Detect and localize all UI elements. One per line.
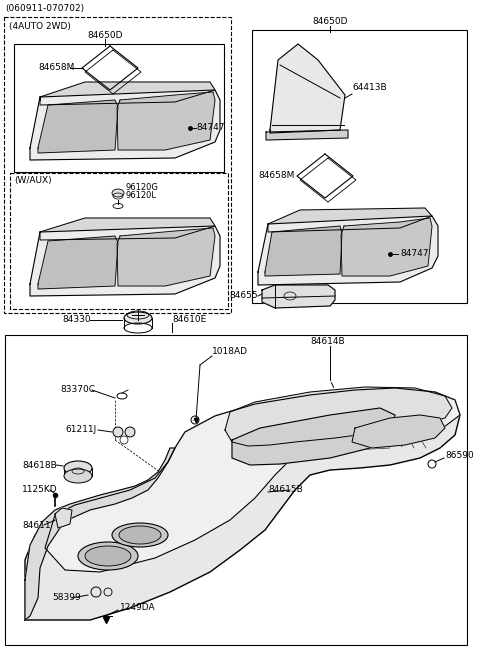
Text: 96120L: 96120L bbox=[125, 192, 156, 201]
Bar bbox=[252, 30, 467, 303]
Ellipse shape bbox=[85, 546, 131, 566]
Polygon shape bbox=[225, 387, 452, 446]
Text: 84614B: 84614B bbox=[310, 337, 345, 346]
Text: 84655: 84655 bbox=[229, 291, 258, 300]
Polygon shape bbox=[45, 388, 460, 572]
Text: 61211J: 61211J bbox=[65, 426, 96, 434]
Polygon shape bbox=[38, 100, 118, 153]
Ellipse shape bbox=[78, 542, 138, 570]
Text: 96120G: 96120G bbox=[125, 184, 158, 192]
Text: (4AUTO 2WD): (4AUTO 2WD) bbox=[9, 22, 71, 30]
Bar bbox=[5, 335, 467, 645]
Text: (060911-070702): (060911-070702) bbox=[5, 5, 84, 14]
Ellipse shape bbox=[124, 312, 152, 324]
Text: 84618B: 84618B bbox=[22, 461, 57, 470]
Text: 84658M: 84658M bbox=[38, 64, 74, 73]
Circle shape bbox=[125, 427, 135, 437]
Polygon shape bbox=[117, 92, 215, 150]
Polygon shape bbox=[40, 82, 215, 105]
Ellipse shape bbox=[64, 461, 92, 475]
Text: 1249DA: 1249DA bbox=[120, 604, 156, 613]
Text: (W/AUX): (W/AUX) bbox=[14, 176, 52, 186]
Polygon shape bbox=[265, 226, 342, 276]
Text: 84615B: 84615B bbox=[268, 485, 303, 495]
Text: 1125KD: 1125KD bbox=[22, 485, 58, 495]
Text: 84610E: 84610E bbox=[172, 316, 206, 325]
Polygon shape bbox=[40, 218, 215, 240]
Text: 86590: 86590 bbox=[445, 451, 474, 459]
Polygon shape bbox=[25, 448, 175, 620]
Ellipse shape bbox=[112, 189, 124, 197]
Ellipse shape bbox=[119, 526, 161, 544]
Text: 1018AD: 1018AD bbox=[212, 348, 248, 356]
Text: 84330: 84330 bbox=[62, 316, 91, 325]
Polygon shape bbox=[55, 508, 72, 528]
Text: 84611: 84611 bbox=[22, 520, 50, 529]
Ellipse shape bbox=[112, 523, 168, 547]
Bar bbox=[4, 17, 231, 313]
Bar bbox=[10, 173, 228, 309]
Text: 84650D: 84650D bbox=[312, 18, 348, 26]
Polygon shape bbox=[266, 130, 348, 140]
Text: 84747: 84747 bbox=[196, 123, 225, 133]
Polygon shape bbox=[268, 208, 432, 232]
Polygon shape bbox=[352, 415, 445, 448]
Polygon shape bbox=[25, 388, 460, 620]
Ellipse shape bbox=[64, 469, 92, 483]
Text: 84650D: 84650D bbox=[87, 30, 123, 39]
Text: 84658M: 84658M bbox=[258, 171, 294, 180]
Text: 83370C: 83370C bbox=[60, 386, 95, 394]
Polygon shape bbox=[30, 226, 220, 296]
Polygon shape bbox=[341, 218, 432, 276]
Bar bbox=[14, 44, 224, 172]
Text: 84747: 84747 bbox=[400, 249, 429, 258]
Text: 58399: 58399 bbox=[52, 594, 81, 602]
Polygon shape bbox=[38, 236, 118, 289]
Circle shape bbox=[113, 427, 123, 437]
Polygon shape bbox=[30, 90, 220, 160]
Polygon shape bbox=[262, 285, 335, 308]
Ellipse shape bbox=[292, 48, 304, 56]
Polygon shape bbox=[232, 408, 395, 465]
Polygon shape bbox=[258, 216, 438, 285]
Text: 64413B: 64413B bbox=[352, 83, 386, 92]
Polygon shape bbox=[117, 228, 215, 286]
Polygon shape bbox=[270, 44, 345, 133]
